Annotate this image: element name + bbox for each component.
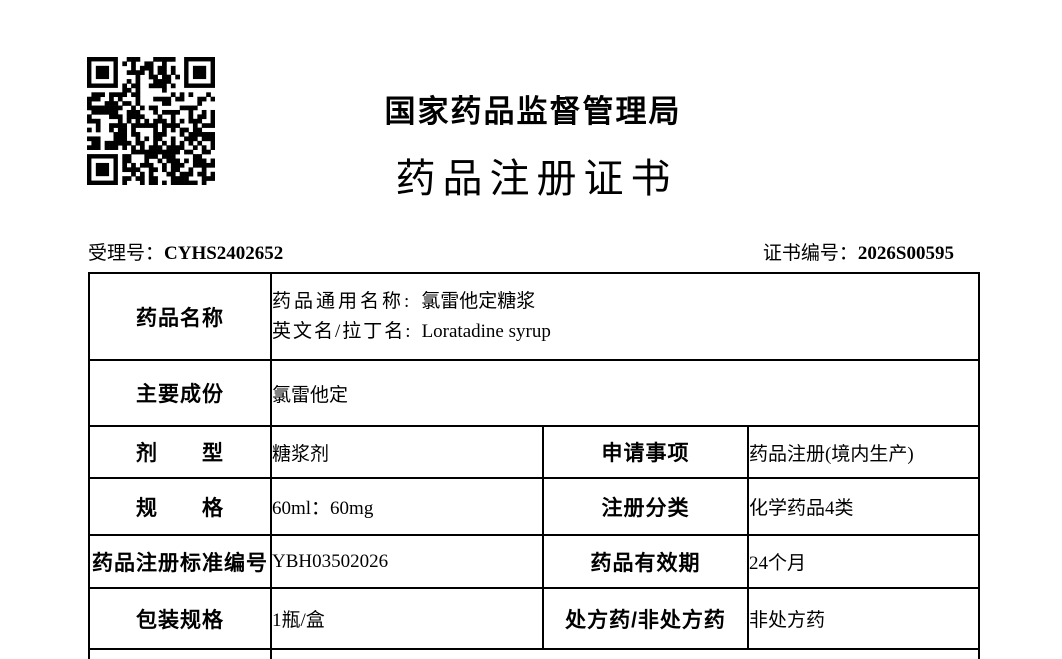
standard-number-row: 药品注册标准编号 YBH03502026 药品有效期 24个月 — [88, 534, 980, 589]
validity-value: 24个月 — [747, 534, 980, 589]
certificate-number-value: 2026S00595 — [857, 243, 954, 264]
dosage-form-label: 剂 型 — [88, 425, 272, 479]
clipped-row — [88, 648, 980, 659]
specification-label: 规 格 — [88, 477, 272, 536]
validity-label: 药品有效期 — [542, 534, 749, 589]
standard-number-value: YBH03502026 — [270, 534, 544, 589]
clipped-row-value — [270, 648, 980, 659]
registration-table: 药品名称 药品通用名称: 氯雷他定糖浆 英文名/拉丁名: Loratadine sy… — [88, 272, 980, 659]
package-spec-row: 包装规格 1瓶/盒 处方药/非处方药 非处方药 — [88, 587, 980, 650]
package-spec-label: 包装规格 — [88, 587, 272, 650]
otc-label: 处方药/非处方药 — [542, 587, 749, 650]
registration-class-label: 注册分类 — [542, 477, 749, 536]
english-name-value: Loratadine syrup — [421, 320, 551, 342]
acceptance-label: 受理号： — [88, 243, 165, 264]
authority-title: 国家药品监督管理局 — [384, 94, 682, 129]
ingredients-row: 主要成份 氯雷他定 — [88, 359, 980, 427]
specification-row: 规 格 60ml：60mg 注册分类 化学药品4类 — [88, 477, 980, 536]
reference-line: 受理号：CYHS2402652 证书编号：2026S00595 — [88, 243, 978, 265]
qr-code-icon — [87, 57, 215, 185]
standard-number-label: 药品注册标准编号 — [88, 534, 272, 589]
generic-name-value: 氯雷他定糖浆 — [421, 290, 536, 312]
english-name-line: 英文名/拉丁名: Loratadine syrup — [272, 317, 978, 347]
otc-value: 非处方药 — [747, 587, 980, 650]
acceptance-number: 受理号：CYHS2402652 — [88, 243, 283, 265]
certificate-title: 药品注册证书 — [395, 156, 678, 201]
dosage-form-value: 糖浆剂 — [270, 425, 544, 479]
drug-name-label: 药品名称 — [88, 272, 272, 361]
english-name-label: 英文名/拉丁名: — [272, 320, 413, 342]
generic-name-line: 药品通用名称: 氯雷他定糖浆 — [272, 287, 978, 317]
package-spec-value: 1瓶/盒 — [270, 587, 544, 650]
specification-value: 60ml：60mg — [270, 477, 544, 536]
dosage-form-row: 剂 型 糖浆剂 申请事项 药品注册(境内生产) — [88, 425, 980, 479]
application-item-label: 申请事项 — [542, 425, 749, 479]
registration-class-value: 化学药品4类 — [747, 477, 980, 536]
application-item-value: 药品注册(境内生产) — [747, 425, 980, 479]
ingredients-value: 氯雷他定 — [270, 359, 980, 427]
ingredients-label: 主要成份 — [88, 359, 272, 427]
drug-name-value-cell: 药品通用名称: 氯雷他定糖浆 英文名/拉丁名: Loratadine syrup — [270, 272, 980, 361]
clipped-row-label — [88, 648, 272, 659]
drug-name-row: 药品名称 药品通用名称: 氯雷他定糖浆 英文名/拉丁名: Loratadine sy… — [88, 272, 980, 361]
acceptance-value: CYHS2402652 — [164, 243, 284, 264]
certificate-number: 证书编号：2026S00595 — [763, 243, 978, 265]
certificate-number-label: 证书编号： — [762, 243, 858, 264]
generic-name-label: 药品通用名称: — [272, 290, 413, 312]
